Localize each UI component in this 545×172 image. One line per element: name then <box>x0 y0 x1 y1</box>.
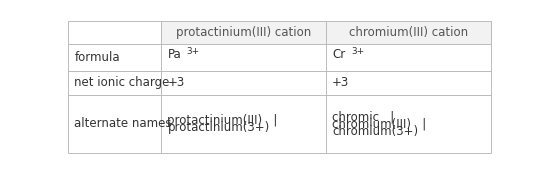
Bar <box>326 21 490 45</box>
Bar <box>326 45 490 71</box>
Text: chromium(III) cation: chromium(III) cation <box>349 26 468 39</box>
Text: net ionic charge: net ionic charge <box>75 76 170 89</box>
Bar <box>326 71 490 95</box>
Bar <box>161 21 326 45</box>
Text: protactinium(III) cation: protactinium(III) cation <box>176 26 311 39</box>
Text: protactinium(3+): protactinium(3+) <box>167 121 270 134</box>
Text: protactinium(III)   |: protactinium(III) | <box>167 114 278 127</box>
Text: chromium(3+): chromium(3+) <box>332 125 418 138</box>
Text: alternate names: alternate names <box>75 117 172 130</box>
Text: Pa: Pa <box>167 48 181 61</box>
Text: 3+: 3+ <box>186 47 199 56</box>
Bar <box>68 71 161 95</box>
Bar <box>161 45 326 71</box>
Bar <box>68 95 161 153</box>
Bar <box>326 95 490 153</box>
Text: 3+: 3+ <box>351 47 364 56</box>
Bar <box>161 95 326 153</box>
Text: +3: +3 <box>167 76 185 89</box>
Bar <box>68 45 161 71</box>
Text: chromium(III)   |: chromium(III) | <box>332 117 426 130</box>
Bar <box>161 71 326 95</box>
Text: Cr: Cr <box>332 48 346 61</box>
Text: chromic   |: chromic | <box>332 110 395 123</box>
Text: formula: formula <box>75 51 120 64</box>
Bar <box>68 21 161 45</box>
Text: +3: +3 <box>332 76 349 89</box>
